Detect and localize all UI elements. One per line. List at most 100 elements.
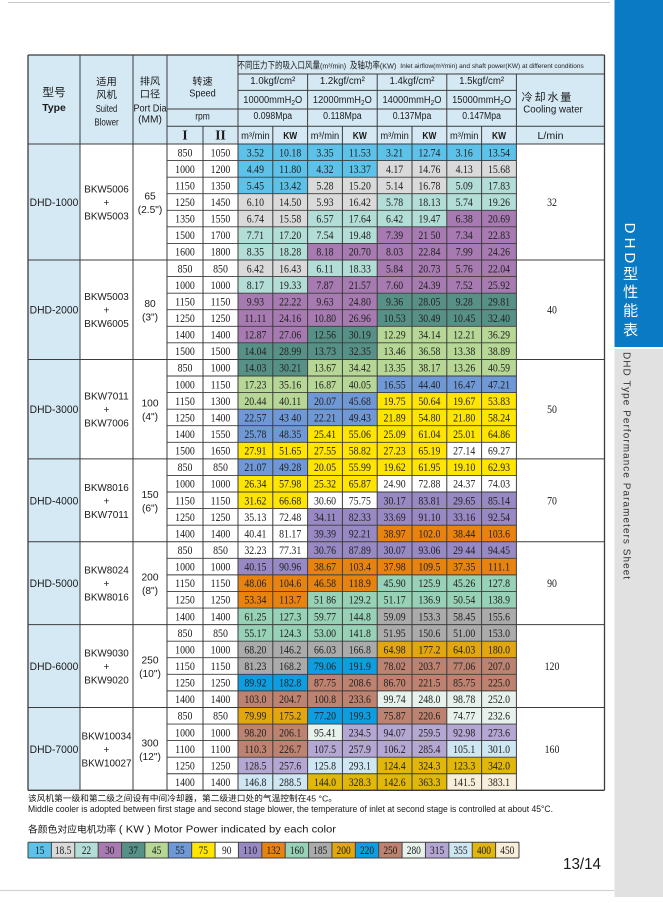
svg-text:120: 120	[545, 659, 560, 673]
svg-text:5.28: 5.28	[316, 178, 333, 192]
svg-text:850: 850	[178, 145, 193, 159]
svg-text:4.17: 4.17	[386, 162, 403, 176]
svg-text:37.35: 37.35	[453, 560, 475, 574]
svg-text:13.73: 13.73	[314, 344, 336, 358]
svg-text:7.52: 7.52	[456, 278, 473, 292]
svg-text:220: 220	[360, 845, 374, 857]
svg-text:17.64: 17.64	[349, 212, 371, 226]
svg-text:127.8: 127.8	[488, 576, 510, 590]
svg-text:5.93: 5.93	[316, 195, 333, 209]
svg-text:14.76: 14.76	[418, 162, 440, 176]
svg-text:m³/min: m³/min	[450, 131, 479, 142]
svg-text:1000: 1000	[211, 642, 231, 656]
svg-text:168.2: 168.2	[279, 659, 301, 673]
svg-text:BKW5006: BKW5006	[84, 185, 129, 196]
svg-text:34.14: 34.14	[418, 328, 440, 342]
svg-text:75.87: 75.87	[384, 709, 406, 723]
svg-text:93.06: 93.06	[418, 543, 440, 557]
svg-text:92.98: 92.98	[453, 725, 475, 739]
svg-text:12.74: 12.74	[418, 145, 440, 159]
svg-text:103.4: 103.4	[349, 560, 371, 574]
svg-text:D: D	[621, 252, 638, 263]
svg-text:21.57: 21.57	[349, 278, 371, 292]
svg-text:1150: 1150	[211, 377, 231, 391]
svg-text:47.21: 47.21	[488, 377, 510, 391]
svg-text:850: 850	[178, 709, 193, 723]
svg-text:4.49: 4.49	[247, 162, 264, 176]
svg-text:4.32: 4.32	[316, 162, 333, 176]
svg-text:DHD-5000: DHD-5000	[30, 578, 79, 590]
svg-text:248.0: 248.0	[418, 692, 440, 706]
svg-text:6.10: 6.10	[247, 195, 264, 209]
svg-text:15: 15	[35, 845, 45, 857]
svg-text:H: H	[621, 238, 638, 249]
svg-text:28.99: 28.99	[279, 344, 301, 358]
svg-text:83.81: 83.81	[418, 493, 440, 507]
svg-text:30: 30	[105, 845, 115, 857]
svg-text:30.07: 30.07	[384, 543, 406, 557]
svg-text:32: 32	[547, 195, 557, 209]
svg-text:1000: 1000	[175, 278, 195, 292]
svg-text:10000mmH2O: 10000mmH2O	[243, 95, 302, 107]
svg-text:DHD-7000: DHD-7000	[30, 744, 79, 756]
svg-text:1.4kgf/cm²: 1.4kgf/cm²	[390, 76, 436, 87]
svg-text:BKW5003: BKW5003	[84, 292, 129, 303]
svg-text:30.19: 30.19	[349, 328, 371, 342]
svg-text:58.82: 58.82	[349, 444, 371, 458]
svg-text:1250: 1250	[175, 676, 195, 690]
svg-text:75: 75	[199, 845, 209, 857]
svg-text:DHD-1000: DHD-1000	[30, 197, 79, 209]
svg-text:19.47: 19.47	[418, 212, 440, 226]
svg-text:82.33: 82.33	[349, 510, 371, 524]
svg-text:5.74: 5.74	[456, 195, 473, 209]
svg-text:146.2: 146.2	[279, 642, 301, 656]
svg-text:DHD-3000: DHD-3000	[30, 404, 79, 416]
svg-text:18.33: 18.33	[349, 261, 371, 275]
svg-text:232.6: 232.6	[488, 709, 510, 723]
svg-text:27.23: 27.23	[384, 444, 406, 458]
svg-text:850: 850	[178, 543, 193, 557]
svg-text:1000: 1000	[175, 477, 195, 491]
svg-text:21.89: 21.89	[384, 410, 406, 424]
svg-text:5.76: 5.76	[456, 261, 473, 275]
svg-text:185: 185	[313, 845, 327, 857]
svg-text:30.49: 30.49	[418, 311, 440, 325]
svg-text:24.90: 24.90	[384, 477, 406, 491]
svg-text:40.15: 40.15	[244, 560, 266, 574]
svg-text:(MM): (MM)	[138, 114, 162, 125]
svg-text:1800: 1800	[211, 245, 231, 259]
svg-text:25.09: 25.09	[384, 427, 406, 441]
svg-text:Middle cooler is adopted betwe: Middle cooler is adopted between first s…	[28, 804, 553, 814]
svg-text:6.57: 6.57	[316, 212, 333, 226]
svg-text:0.137Mpa: 0.137Mpa	[393, 111, 432, 122]
svg-text:51.95: 51.95	[384, 626, 406, 640]
svg-text:25.32: 25.32	[314, 477, 336, 491]
svg-text:136.9: 136.9	[418, 593, 440, 607]
svg-text:19.48: 19.48	[349, 228, 371, 242]
svg-text:(12"): (12")	[139, 752, 161, 763]
svg-text:49.43: 49.43	[349, 410, 371, 424]
svg-text:111.1: 111.1	[488, 560, 510, 574]
svg-text:I: I	[182, 128, 187, 143]
svg-text:KW: KW	[353, 131, 367, 142]
svg-text:38.17: 38.17	[418, 361, 440, 375]
svg-text:94.07: 94.07	[384, 725, 406, 739]
svg-text:129.2: 129.2	[349, 593, 371, 607]
svg-text:37: 37	[129, 845, 139, 857]
svg-text:29 44: 29 44	[453, 543, 475, 557]
svg-text:35.13: 35.13	[244, 510, 266, 524]
svg-text:17.23: 17.23	[244, 377, 266, 391]
svg-text:90.96: 90.96	[279, 560, 301, 574]
svg-text:80: 80	[144, 299, 156, 310]
svg-text:BKW5003: BKW5003	[84, 212, 129, 223]
svg-text:1500: 1500	[175, 344, 195, 358]
svg-text:1.5kgf/cm²: 1.5kgf/cm²	[459, 76, 505, 87]
svg-text:40.41: 40.41	[244, 526, 266, 540]
svg-text:58.45: 58.45	[453, 609, 475, 623]
svg-text:20.70: 20.70	[349, 245, 371, 259]
svg-text:105.1: 105.1	[453, 742, 475, 756]
svg-text:59.77: 59.77	[314, 609, 336, 623]
svg-text:300: 300	[142, 738, 159, 749]
svg-text:22: 22	[82, 845, 92, 857]
svg-text:22.22: 22.22	[279, 294, 301, 308]
